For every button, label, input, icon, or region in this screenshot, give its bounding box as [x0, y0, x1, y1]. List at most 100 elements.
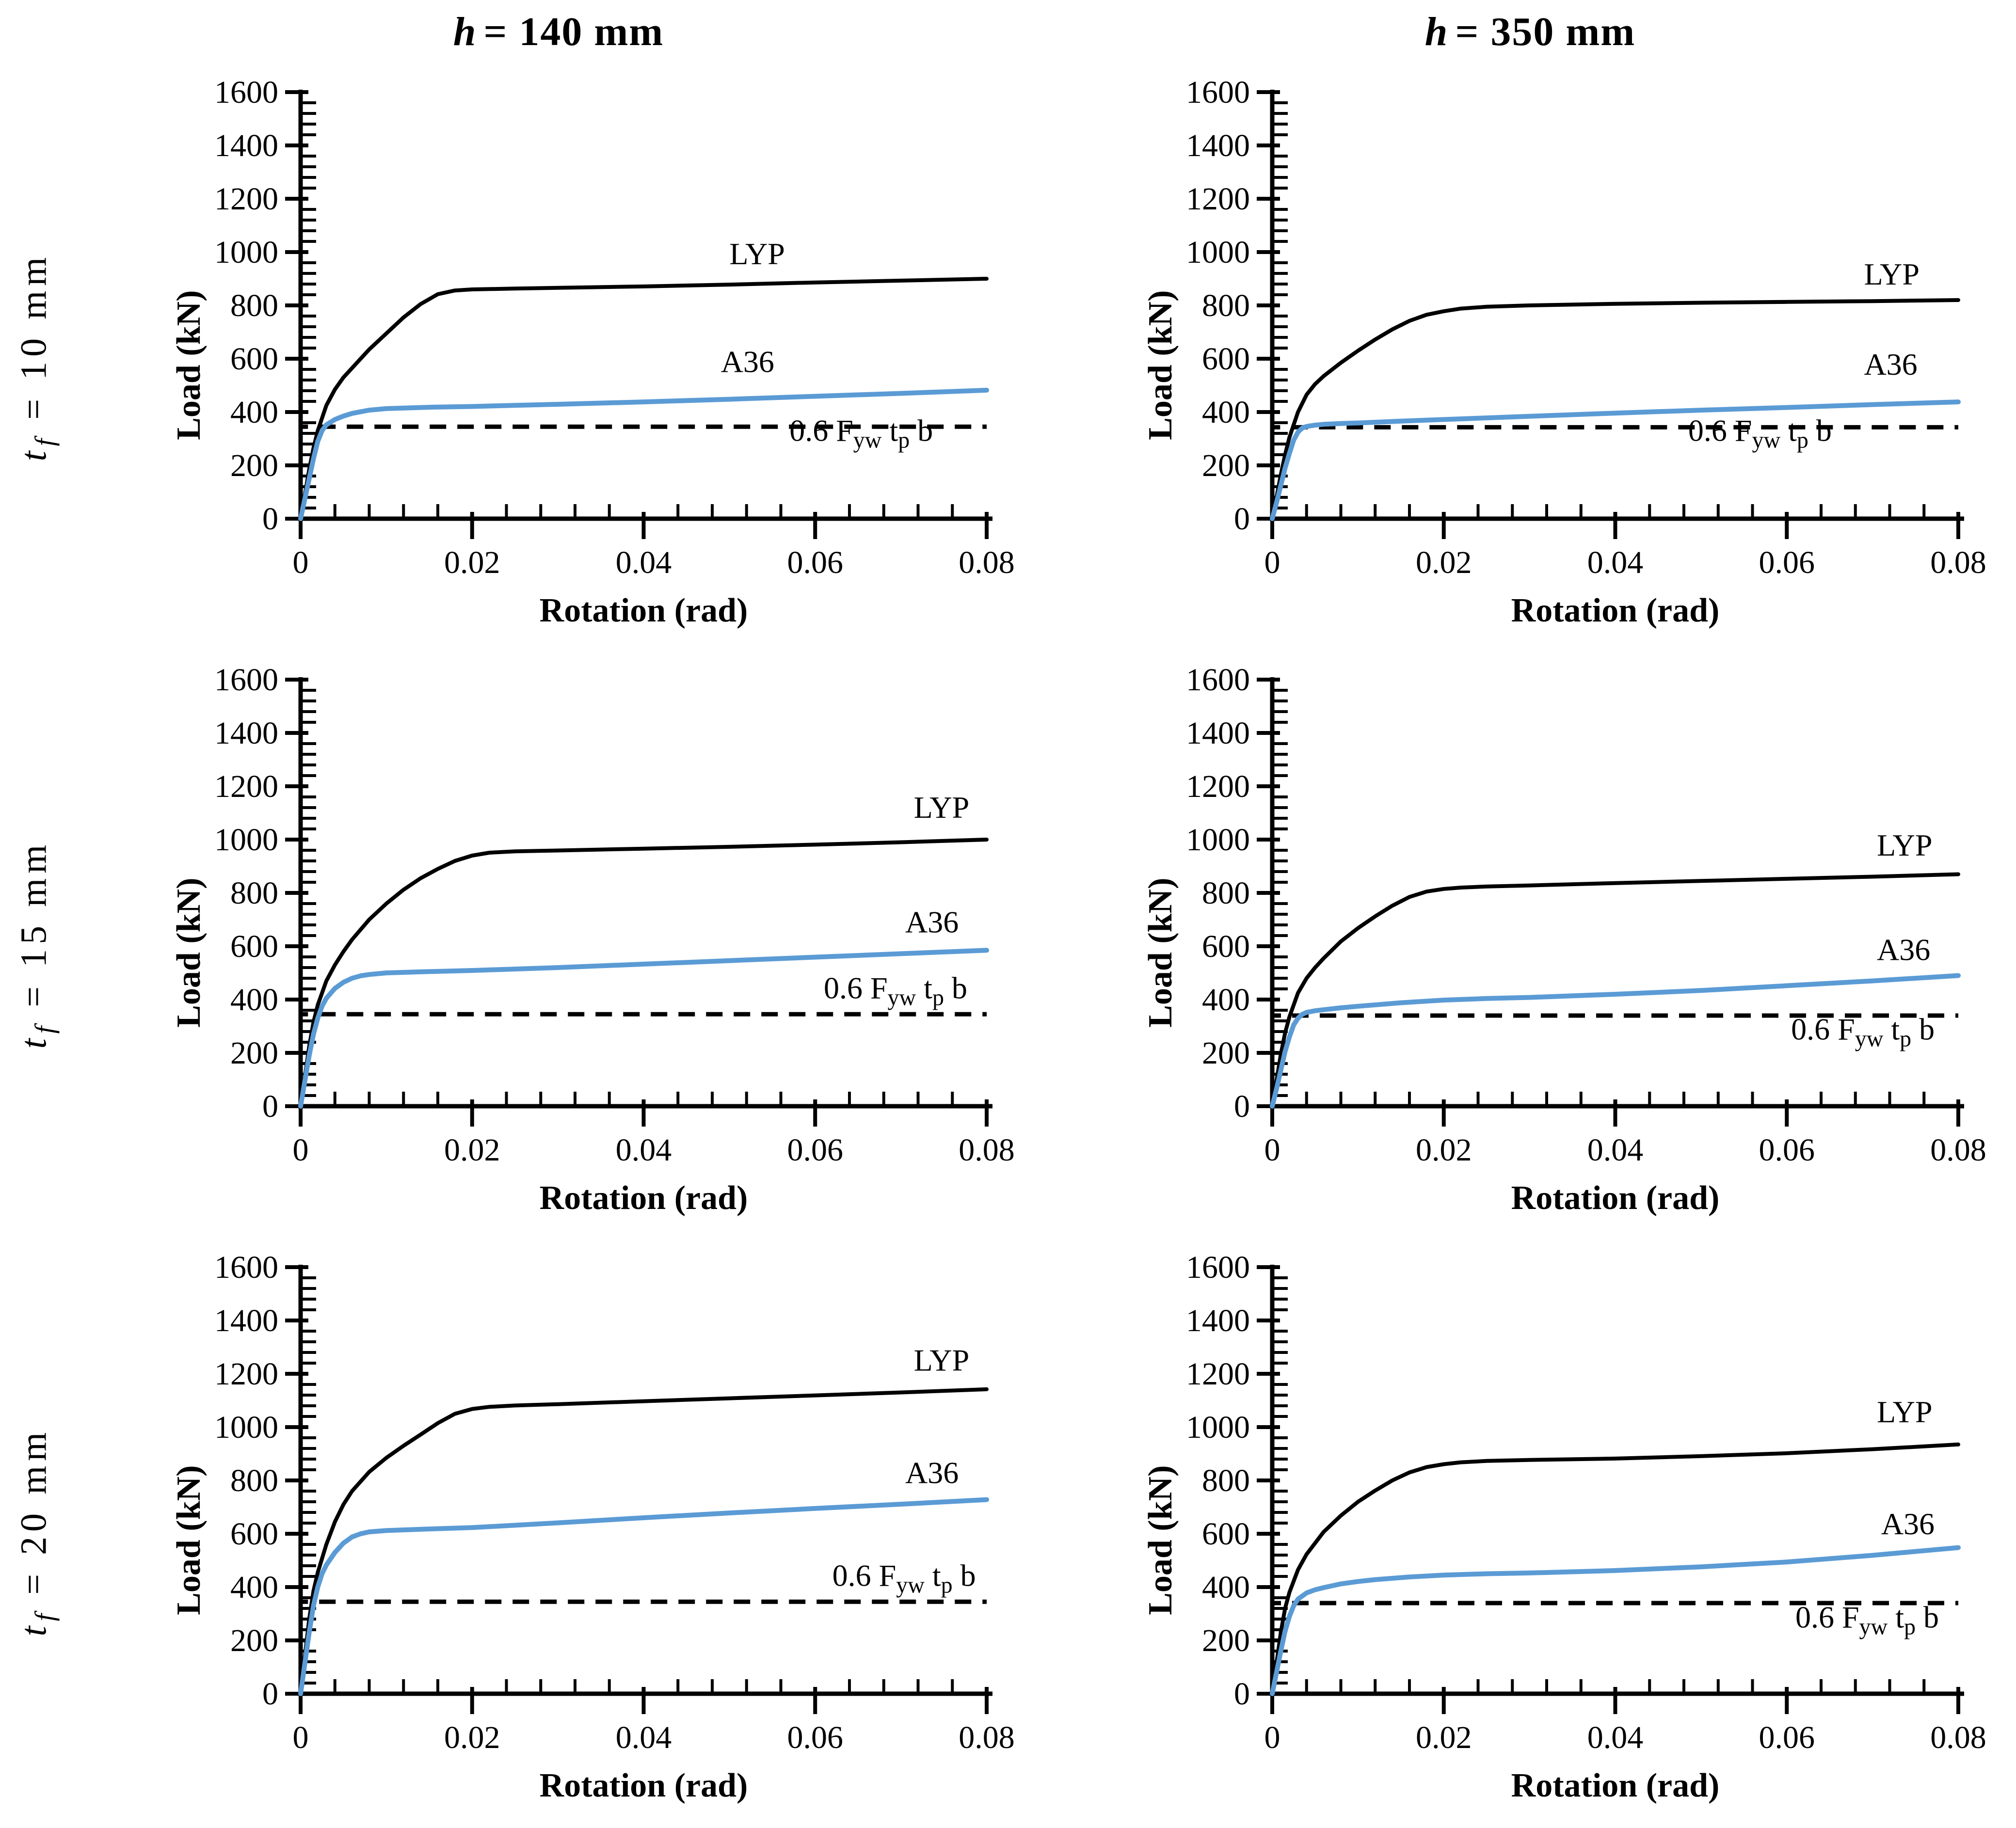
- threshold-dashed-line: [298, 1599, 987, 1694]
- chart-h140-tf20: 0 200 400 600 800 1000 1200 1400 1600 0 0.02 0.04 0.…: [170, 1250, 1015, 1804]
- y-tick-label: 1000: [214, 235, 278, 270]
- row-label-tf20: tf = 20 mm: [0, 1238, 73, 1826]
- series-a36-line: [1270, 399, 1961, 521]
- series-a36-label: A36: [905, 905, 959, 939]
- y-tick-label: 800: [230, 288, 278, 323]
- y-tick-label: 1400: [1186, 128, 1250, 163]
- column-title-h350: h = 350 mm: [1044, 0, 2016, 63]
- x-tick-label: 0.08: [959, 545, 1015, 580]
- row-label-text: tf = 15 mm: [13, 840, 60, 1049]
- x-tick-label: 0: [1264, 1132, 1280, 1168]
- y-tick-label: 0: [262, 1089, 278, 1124]
- y-tick-label: 400: [1202, 1570, 1250, 1605]
- threshold-label: 0.6 Fyw tp b: [1688, 413, 1832, 453]
- y-tick-label: 200: [230, 1035, 278, 1071]
- y-tick-label: 0: [1234, 1089, 1250, 1124]
- x-tick-label: 0.04: [616, 545, 672, 580]
- threshold-label: 0.6 Fyw tp b: [832, 1558, 976, 1598]
- threshold-label: 0.6 Fyw tp b: [789, 413, 933, 453]
- series-a36-label: A36: [1864, 347, 1917, 381]
- series-lyp-line: [299, 1387, 989, 1696]
- y-tick-label: 400: [1202, 982, 1250, 1017]
- x-axis-title: Rotation (rad): [540, 1179, 748, 1217]
- y-tick-label: 200: [1202, 1035, 1250, 1071]
- x-tick-label: 0.02: [444, 1720, 500, 1755]
- y-tick-label: 800: [230, 1463, 278, 1498]
- y-tick-label: 1600: [1186, 75, 1250, 110]
- chart-h350-tf10: 0 200 400 600 800 1000 1200 1400 1600 0 0.02 0.04 0.…: [1142, 75, 1986, 629]
- chart-h140-tf10: 0 200 400 600 800 1000 1200 1400 1600 0 0.02 0.04 0.…: [170, 75, 1015, 629]
- chart-cell-h350-tf10: 0 200 400 600 800 1000 1200 1400 1600 0 0.02 0.04 0.…: [1044, 63, 2016, 651]
- x-tick-label: 0.06: [1759, 1132, 1815, 1168]
- chart-h140-tf15: 0 200 400 600 800 1000 1200 1400 1600 0 0.02 0.04 0.…: [170, 662, 1015, 1217]
- y-tick-label: 600: [230, 341, 278, 377]
- row-label-tf10: tf = 10 mm: [0, 63, 73, 651]
- y-tick-label: 1200: [214, 181, 278, 217]
- chart-h350-tf15: 0 200 400 600 800 1000 1200 1400 1600 0 0.02 0.04 0.…: [1142, 662, 1986, 1217]
- x-tick-label: 0.02: [1416, 1132, 1472, 1168]
- y-tick-label: 1600: [1186, 662, 1250, 698]
- y-tick-label: 1200: [1186, 769, 1250, 804]
- chart-cell-h140-tf10: 0 200 400 600 800 1000 1200 1400 1600 0 0.02 0.04 0.…: [73, 63, 1044, 651]
- series-lyp-line: [1270, 872, 1960, 1108]
- y-tick-label: 200: [1202, 1623, 1250, 1658]
- y-tick-label: 200: [230, 1623, 278, 1658]
- series-lyp-line: [1270, 1442, 1960, 1696]
- y-tick-label: 1000: [214, 822, 278, 858]
- y-tick-label: 800: [1202, 1463, 1250, 1498]
- y-tick-label: 1600: [214, 1250, 278, 1285]
- x-tick-label: 0.08: [1930, 1132, 1986, 1168]
- x-tick-label: 0.04: [1587, 545, 1644, 580]
- x-tick-label: 0.02: [1416, 1720, 1472, 1755]
- x-tick-label: 0: [293, 545, 309, 580]
- y-tick-label: 800: [1202, 288, 1250, 323]
- y-tick-label: 800: [1202, 875, 1250, 911]
- x-tick-label: 0.04: [616, 1132, 672, 1168]
- x-axis-title: Rotation (rad): [540, 1767, 748, 1804]
- column-title-variable: h: [1424, 9, 1449, 54]
- y-axis-title: Load (kN): [1142, 878, 1179, 1028]
- threshold-label: 0.6 Fyw tp b: [1795, 1600, 1939, 1640]
- row-label-text: tf = 20 mm: [13, 1427, 60, 1637]
- series-lyp-line: [299, 277, 989, 521]
- x-tick-label: 0: [1264, 545, 1280, 580]
- threshold-dashed-line: [1270, 425, 1958, 519]
- x-tick-label: 0.08: [959, 1132, 1015, 1168]
- x-tick-label: 0.06: [787, 1720, 844, 1755]
- chart-cell-h350-tf15: 0 200 400 600 800 1000 1200 1400 1600 0 0.02 0.04 0.…: [1044, 651, 2016, 1238]
- threshold-dashed-line: [298, 1012, 987, 1106]
- series-a36-label: A36: [1881, 1507, 1935, 1541]
- x-tick-label: 0.02: [444, 545, 500, 580]
- column-title-variable: h: [453, 9, 477, 54]
- threshold-dashed-line: [298, 424, 987, 519]
- y-tick-label: 1400: [214, 1303, 278, 1338]
- x-axis-title: Rotation (rad): [1511, 1179, 1720, 1217]
- y-axis-title: Load (kN): [170, 290, 208, 440]
- series-a36-line: [298, 387, 989, 521]
- y-tick-label: 800: [230, 875, 278, 911]
- x-tick-label: 0.04: [1587, 1132, 1644, 1168]
- series-lyp-label: LYP: [1864, 257, 1920, 291]
- row-label-text: tf = 10 mm: [13, 252, 60, 461]
- x-axis-title: Rotation (rad): [1511, 592, 1720, 629]
- chart-cell-h350-tf20: 0 200 400 600 800 1000 1200 1400 1600 0 0.02 0.04 0.…: [1044, 1238, 2016, 1826]
- x-axis-title: Rotation (rad): [1511, 1767, 1720, 1804]
- y-tick-label: 0: [262, 1676, 278, 1712]
- series-lyp-label: LYP: [914, 1343, 970, 1377]
- x-tick-label: 0.08: [1930, 545, 1986, 580]
- series-lyp-label: LYP: [1877, 828, 1933, 862]
- x-tick-label: 0.06: [1759, 1720, 1815, 1755]
- series-a36-line: [298, 948, 989, 1109]
- series-lyp-label: LYP: [1877, 1395, 1933, 1429]
- y-tick-label: 600: [1202, 929, 1250, 964]
- y-tick-label: 1400: [1186, 715, 1250, 751]
- x-tick-label: 0.08: [959, 1720, 1015, 1755]
- x-axis-title: Rotation (rad): [540, 592, 748, 629]
- y-tick-label: 400: [230, 1570, 278, 1605]
- series-a36-label: A36: [905, 1456, 959, 1490]
- y-tick-label: 200: [230, 448, 278, 483]
- chart-cell-h140-tf15: 0 200 400 600 800 1000 1200 1400 1600 0 0.02 0.04 0.…: [73, 651, 1044, 1238]
- series-a36-label: A36: [721, 345, 774, 379]
- y-tick-label: 1400: [214, 715, 278, 751]
- y-tick-label: 1200: [214, 769, 278, 804]
